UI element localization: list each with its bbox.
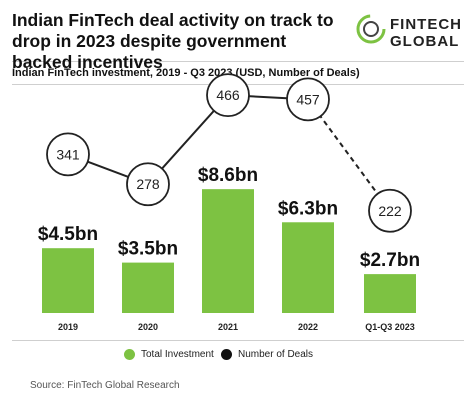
bar-4 [364,274,416,313]
deal-point-1 [126,162,170,207]
deal-value-label-0: 341 [56,146,80,162]
chart-subtitle: Indian FinTech investment, 2019 - Q3 202… [12,67,360,79]
deal-point-4 [368,188,412,233]
legend-divider [12,340,464,341]
source-note: Source: FinTech Global Research [30,380,180,391]
deal-point-0 [46,132,90,177]
category-label-2: 2021 [218,322,238,332]
deal-value-label-1: 278 [136,176,160,192]
legend-investment: Total Investment [124,349,214,360]
legend-investment-swatch [124,349,135,360]
legend-deals: Number of Deals [221,349,313,360]
bar-1 [122,262,174,313]
logo-text-global: GLOBAL [390,33,460,50]
bar-value-label-0: $4.5bn [38,224,98,245]
bar-value-label-3: $6.3bn [278,198,338,219]
deal-point-3 [286,77,330,122]
chart-title: Indian FinTech deal activity on track to… [12,10,334,72]
category-label-1: 2020 [138,322,158,332]
bar-value-label-4: $2.7bn [360,250,420,271]
bar-value-label-1: $3.5bn [118,239,178,260]
bar-value-label-2: $8.6bn [198,165,258,186]
fintech-global-logo: FINTECH GLOBAL [356,14,466,54]
deal-point-2 [206,73,250,118]
legend-deals-swatch [221,349,232,360]
legend-deals-label: Number of Deals [238,349,314,360]
category-label-0: 2019 [58,322,78,332]
title-divider [12,61,464,62]
bar-2 [202,189,254,313]
deal-value-label-2: 466 [216,87,240,103]
deal-value-label-4: 222 [378,203,402,219]
deal-value-label-3: 457 [296,91,320,107]
legend-investment-label: Total Investment [141,349,214,360]
category-label-4: Q1-Q3 2023 [365,322,415,332]
bar-3 [282,222,334,313]
logo-text-fintech: FINTECH [390,16,462,33]
bar-0 [42,248,94,313]
logo-mark-icon [356,14,386,44]
category-label-3: 2022 [298,322,318,332]
